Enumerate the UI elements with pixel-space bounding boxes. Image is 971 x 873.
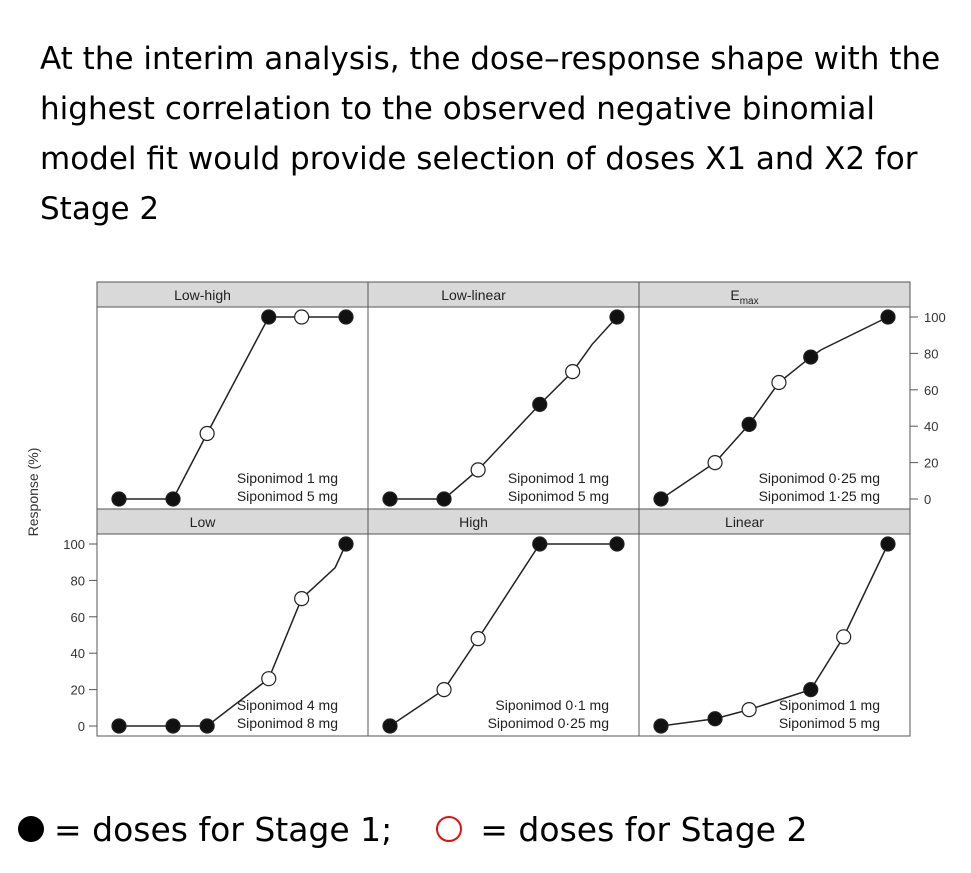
stage1-dose-point bbox=[653, 718, 669, 734]
y-tick-label: 60 bbox=[924, 383, 938, 398]
stage2-dose-point bbox=[294, 309, 310, 325]
selection-label: Siponimod 1 mg bbox=[508, 470, 609, 486]
stage1-dose-point bbox=[199, 718, 215, 734]
slide-heading: At the interim analysis, the dose–respon… bbox=[40, 41, 941, 227]
panel-low: Low Siponimod 4 mg Siponimod 8 mg bbox=[96, 508, 369, 737]
y-tick-label: 80 bbox=[71, 573, 85, 588]
stage1-dose-point bbox=[532, 536, 548, 552]
stage2-dose-point bbox=[294, 591, 310, 607]
panel-frame bbox=[638, 533, 911, 737]
stage2-dose-point bbox=[436, 682, 452, 698]
stage2-dose-point bbox=[741, 702, 757, 718]
stage1-dose-point bbox=[111, 491, 127, 507]
stage1-dose-point bbox=[880, 536, 896, 552]
stage1-dose-point bbox=[382, 718, 398, 734]
legend-stage1-label: = doses for Stage 1; bbox=[54, 809, 393, 849]
selection-label: Siponimod 0·25 mg bbox=[759, 470, 880, 486]
selection-label: Siponimod 5 mg bbox=[237, 488, 338, 504]
stage1-dose-point bbox=[338, 536, 354, 552]
stage2-dose-point bbox=[707, 455, 723, 471]
stage1-dose-point bbox=[609, 309, 625, 325]
panel-low-linear: Low-linear Siponimod 1 mg Siponimod 5 mg bbox=[367, 281, 640, 510]
stage1-dose-point bbox=[165, 718, 181, 734]
panel-strip bbox=[367, 508, 640, 535]
panel-strip bbox=[96, 508, 369, 535]
stage1-dose-point bbox=[609, 536, 625, 552]
stage1-dose-point bbox=[803, 349, 819, 365]
stage1-dose-point bbox=[261, 309, 277, 325]
stage1-dose-point bbox=[111, 718, 127, 734]
stage2-dose-point bbox=[470, 631, 486, 647]
y-tick-label: 20 bbox=[71, 683, 85, 698]
y-tick-label: 20 bbox=[924, 456, 938, 471]
y-tick-label: 80 bbox=[924, 346, 938, 361]
selection-label: Siponimod 4 mg bbox=[237, 697, 338, 713]
panel-title: High bbox=[459, 514, 488, 530]
stage1-dose-point bbox=[741, 416, 757, 432]
panel-high: High Siponimod 0·1 mg Siponimod 0·25 mg bbox=[367, 508, 640, 737]
stage1-dose-point bbox=[532, 396, 548, 412]
panel-title: Linear bbox=[725, 514, 764, 530]
panel-strip bbox=[638, 508, 911, 535]
y-tick-label: 40 bbox=[924, 419, 938, 434]
stage1-dose-point bbox=[803, 682, 819, 698]
selection-label: Siponimod 8 mg bbox=[237, 715, 338, 731]
selection-label: Siponimod 0·1 mg bbox=[495, 697, 609, 713]
stage1-dose-point bbox=[382, 491, 398, 507]
open-circle-icon bbox=[436, 816, 463, 842]
selection-label: Siponimod 5 mg bbox=[508, 488, 609, 504]
stage2-dose-point bbox=[771, 374, 787, 391]
panel-low-high: Low-high Siponimod 1 mg Siponimod 5 mg bbox=[96, 281, 369, 510]
stage2-dose-point bbox=[470, 462, 486, 478]
stage1-dose-point bbox=[165, 491, 181, 507]
y-axis-label: Response (%) bbox=[25, 448, 41, 537]
y-tick-label: 100 bbox=[63, 537, 85, 552]
selection-label: Siponimod 1·25 mg bbox=[759, 488, 880, 504]
selection-label: Siponimod 0·25 mg bbox=[488, 715, 609, 731]
stage2-dose-point bbox=[199, 425, 215, 442]
stage1-dose-point bbox=[653, 491, 669, 507]
stage1-dose-point bbox=[880, 309, 896, 325]
panel-strip bbox=[367, 281, 640, 308]
panel-title: Low bbox=[190, 514, 217, 530]
y-tick-label: 40 bbox=[71, 646, 85, 661]
legend-stage2-label: = doses for Stage 2 bbox=[480, 809, 808, 849]
stage1-dose-point bbox=[436, 491, 452, 507]
panel-title: Low-linear bbox=[441, 287, 506, 303]
dose-response-line bbox=[660, 543, 889, 727]
stage-legend: = doses for Stage 1; = doses for Stage 2 bbox=[18, 804, 807, 854]
panel-strip bbox=[638, 281, 911, 308]
selection-label: Siponimod 5 mg bbox=[779, 715, 880, 731]
selection-label: Siponimod 1 mg bbox=[779, 697, 880, 713]
panel-strip bbox=[96, 281, 369, 308]
filled-circle-icon bbox=[18, 816, 44, 842]
y-tick-label: 0 bbox=[924, 492, 931, 507]
stage1-dose-point bbox=[707, 711, 723, 727]
stage2-dose-point bbox=[565, 363, 581, 380]
stage1-dose-point bbox=[338, 309, 354, 325]
panel-title: Low-high bbox=[174, 287, 231, 303]
y-tick-label: 100 bbox=[924, 310, 946, 325]
stage2-dose-point bbox=[836, 629, 852, 645]
selection-label: Siponimod 1 mg bbox=[237, 470, 338, 486]
stage2-dose-point bbox=[261, 671, 277, 687]
y-tick-label: 60 bbox=[71, 610, 85, 625]
y-tick-label: 0 bbox=[78, 719, 85, 734]
panel-linear: Linear Siponimod 1 mg Siponimod 5 mg bbox=[638, 508, 911, 737]
